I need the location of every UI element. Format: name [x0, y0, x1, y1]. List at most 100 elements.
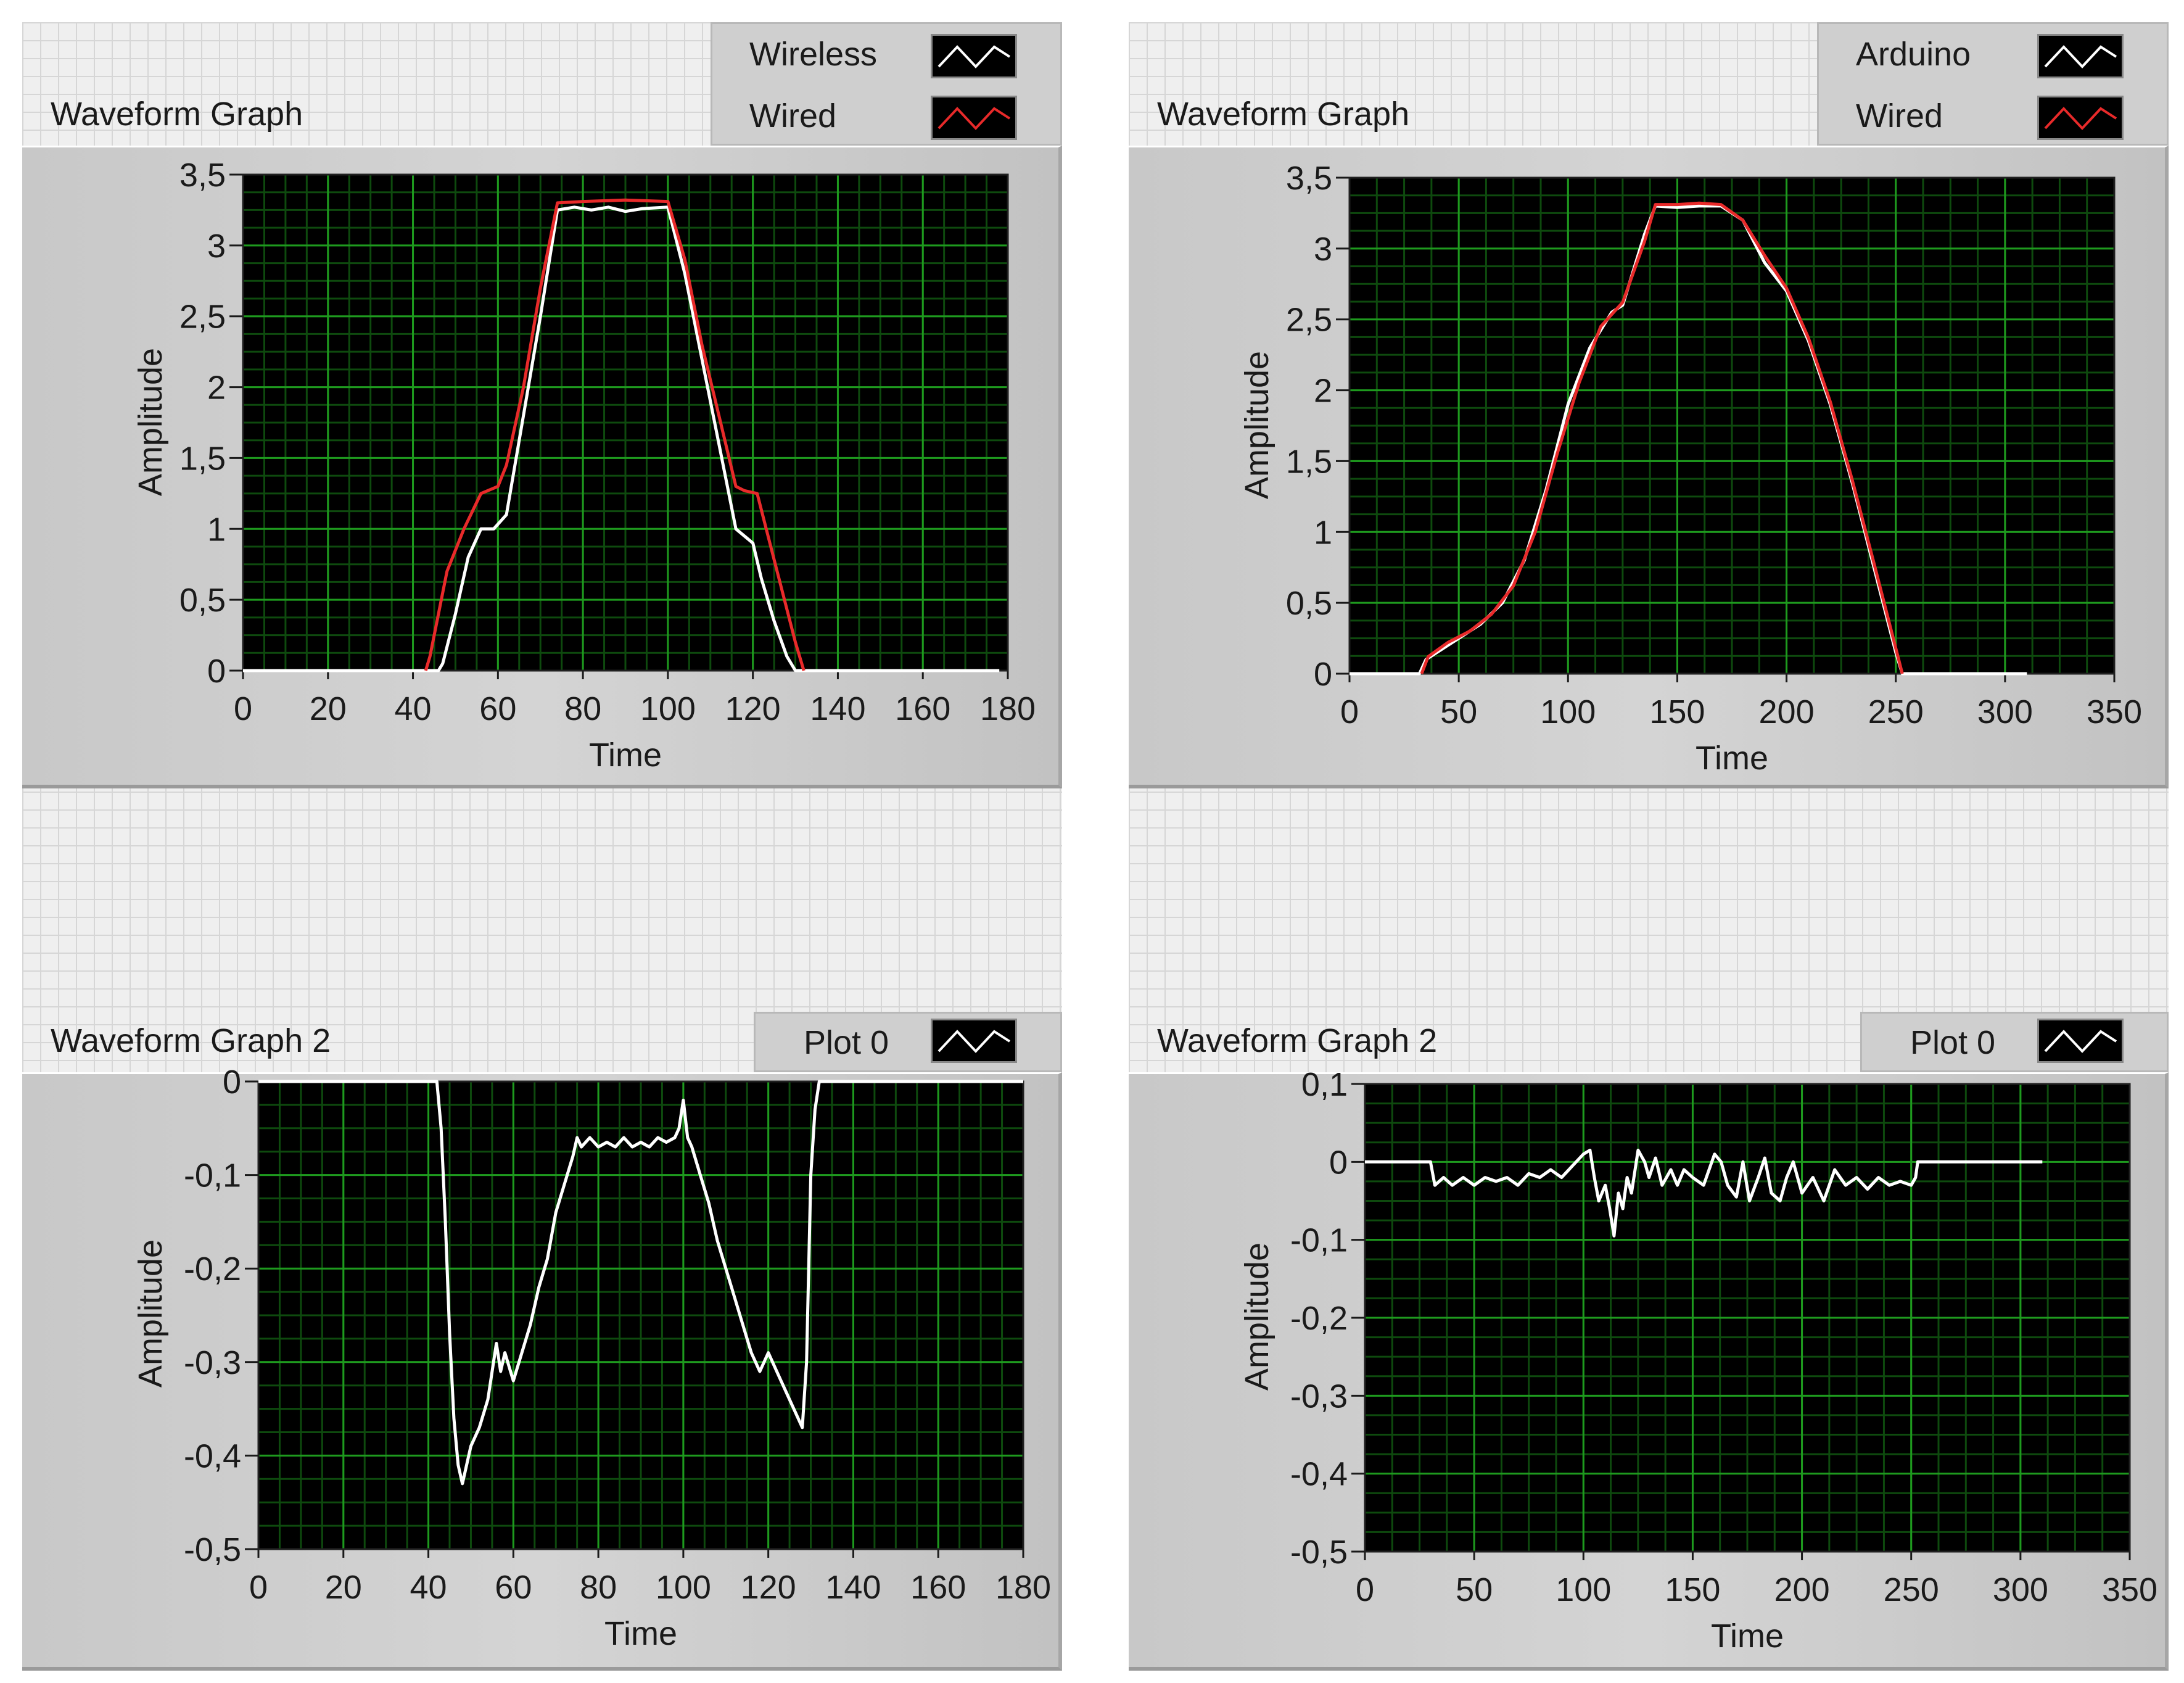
x-tick-label: 350 [2102, 1571, 2157, 1608]
waveform-graph-arduino: Waveform Graph Arduino Wired 0 50 100 150 20… [1129, 22, 2169, 788]
y-tick-label: -0,4 [1290, 1456, 1348, 1493]
y-tick-label: 3 [1314, 231, 1332, 268]
x-tick-label: 20 [310, 690, 347, 727]
y-tick-label: 0,5 [1286, 585, 1332, 622]
plot-legend[interactable]: Wireless Wired [711, 22, 1062, 146]
plot-legend[interactable]: Plot 0 [754, 1012, 1062, 1072]
x-tick-label: 100 [1540, 693, 1596, 730]
waveform-graph-2-difference: Waveform Graph 2 Plot 0 0 20 40 60 80 100 120 1… [22, 985, 1062, 1671]
y-tick-label: -0,2 [184, 1251, 241, 1288]
x-tick-label: 160 [895, 690, 950, 727]
line-sample-icon[interactable] [2037, 1019, 2124, 1063]
plot-area[interactable]: 0 50 100 150 200 250 300 350 0 0,5 1 1,5 2 2,5 3 3,5 Tim… [1129, 22, 2169, 788]
x-tick-label: 300 [1977, 693, 2033, 730]
y-tick-label: 3 [207, 228, 226, 265]
x-tick-label: 100 [1556, 1571, 1611, 1608]
legend-entry-plot-0[interactable]: Plot 0 [1862, 1014, 2167, 1075]
x-axis-title: Time [1711, 1618, 1784, 1655]
plot-area[interactable]: 0 50 100 150 200 250 300 350 0,1 0 -0,1 -0,2 -0,3 -0,… [1129, 985, 2169, 1671]
legend-label: Wireless [749, 36, 878, 73]
graph-caption: Waveform Graph 2 [1157, 1022, 1438, 1059]
y-tick-label: -0,3 [184, 1344, 241, 1381]
y-tick-label: 0 [1314, 656, 1332, 693]
x-axis-title: Time [1696, 740, 1768, 777]
y-tick-label: -0,5 [184, 1531, 241, 1568]
plot-border [242, 173, 1009, 672]
y-tick-label: 2,5 [1286, 302, 1332, 339]
legend-entry-plot-0[interactable]: Plot 0 [756, 1014, 1060, 1075]
legend-label: Wired [1856, 97, 1943, 134]
x-tick-label: 250 [1884, 1571, 1939, 1608]
series-line-plot-0 [258, 1080, 1023, 1486]
x-tick-label: 160 [910, 1569, 966, 1606]
y-axis-title: Amplitude [132, 1239, 169, 1387]
waveform-graph-2-difference: Waveform Graph 2 Plot 0 0 50 100 150 200 250 3… [1129, 985, 2169, 1671]
x-axis-title: Time [604, 1615, 677, 1652]
plot-border [257, 1080, 1024, 1550]
y-tick-label: 1 [1314, 514, 1332, 551]
legend-entry-wired[interactable]: Wired [712, 86, 1060, 147]
y-tick-label: 3,5 [1286, 160, 1332, 197]
y-tick-label: 0,1 [1301, 1066, 1348, 1103]
y-tick-label: -0,1 [1290, 1222, 1348, 1259]
plot-area[interactable]: 0 20 40 60 80 100 120 140 160 180 0 0,5 1 1,5 2 2,5 3 3,5… [22, 22, 1062, 788]
series-line-wired [424, 198, 806, 671]
plot-area[interactable]: 0 20 40 60 80 100 120 140 160 180 0 -0,1 -0,2 -0,3 -0,… [22, 985, 1062, 1671]
x-tick-label: 20 [325, 1569, 362, 1606]
left-column: Waveform Graph Wireless Wired 0 20 40 60 80 1… [22, 22, 1062, 1671]
plot-border [1364, 1083, 2131, 1553]
line-sample-icon[interactable] [931, 1019, 1017, 1063]
x-tick-label: 150 [1649, 693, 1705, 730]
waveform-graph-wireless: Waveform Graph Wireless Wired 0 20 40 60 80 1… [22, 22, 1062, 788]
x-axis-title: Time [589, 737, 662, 774]
x-tick-label: 40 [410, 1569, 447, 1606]
x-tick-label: 50 [1456, 1571, 1493, 1608]
series-line-wired [1420, 201, 1904, 674]
x-tick-label: 120 [741, 1569, 796, 1606]
x-tick-label: 80 [564, 690, 601, 727]
legend-entry-arduino[interactable]: Arduino [1819, 24, 2167, 86]
legend-entry-wireless[interactable]: Wireless [712, 24, 1060, 86]
x-tick-label: 100 [656, 1569, 711, 1606]
y-tick-label: 0 [223, 1064, 241, 1101]
series-line-wireless [243, 205, 1000, 672]
y-tick-label: 0,5 [179, 582, 226, 619]
graph-caption: Waveform Graph [51, 96, 303, 133]
legend-label: Plot 0 [804, 1024, 889, 1061]
line-sample-icon[interactable] [2037, 96, 2124, 140]
x-tick-label: 80 [580, 1569, 617, 1606]
y-tick-label: -0,5 [1290, 1534, 1348, 1571]
plot-legend[interactable]: Arduino Wired [1817, 22, 2169, 146]
x-tick-label: 100 [640, 690, 696, 727]
y-tick-label: 2,5 [179, 299, 226, 336]
x-tick-label: 250 [1868, 693, 1924, 730]
x-tick-label: 140 [810, 690, 865, 727]
y-tick-label: 1,5 [179, 440, 226, 477]
x-tick-label: 120 [725, 690, 781, 727]
y-tick-label: -0,1 [184, 1157, 241, 1194]
line-sample-icon[interactable] [2037, 34, 2124, 78]
x-tick-label: 50 [1440, 693, 1477, 730]
y-tick-label: -0,3 [1290, 1378, 1348, 1415]
x-tick-label: 200 [1774, 1571, 1830, 1608]
y-tick-label: 2 [1314, 373, 1332, 410]
y-axis-title: Amplitude [1238, 1243, 1275, 1391]
plot-border [1348, 176, 2116, 675]
legend-entry-wired[interactable]: Wired [1819, 86, 2167, 147]
y-tick-label: -0,4 [184, 1437, 241, 1474]
x-tick-label: 180 [995, 1569, 1051, 1606]
line-sample-icon[interactable] [931, 96, 1017, 140]
legend-label: Arduino [1856, 36, 1971, 73]
graph-caption: Waveform Graph [1157, 96, 1410, 133]
y-tick-label: 0 [207, 653, 226, 690]
legend-label: Plot 0 [1910, 1024, 1996, 1061]
plot-legend[interactable]: Plot 0 [1860, 1012, 2169, 1072]
y-tick-label: 0 [1329, 1144, 1348, 1181]
y-axis-title: Amplitude [132, 348, 169, 496]
x-tick-label: 140 [825, 1569, 881, 1606]
y-tick-label: 1 [207, 511, 226, 548]
x-tick-label: 350 [2087, 693, 2142, 730]
line-sample-icon[interactable] [931, 34, 1017, 78]
y-axis-title: Amplitude [1238, 351, 1275, 499]
